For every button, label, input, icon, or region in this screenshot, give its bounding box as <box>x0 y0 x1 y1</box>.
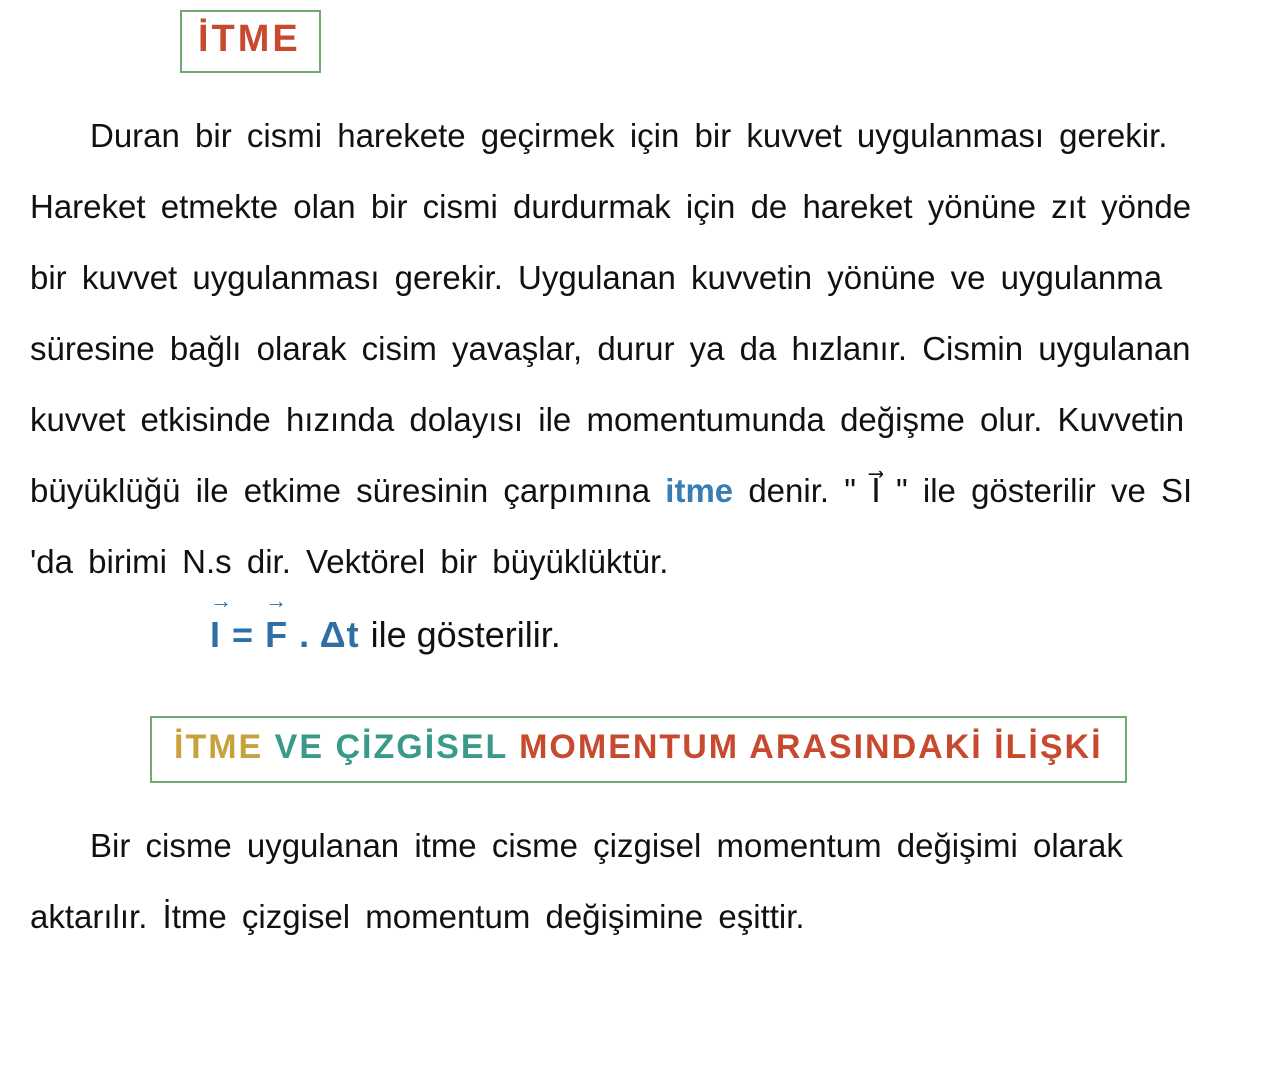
subtitle-word-1: VE <box>275 728 336 766</box>
page: İTME Duran bir cismi harekete geçirmek i… <box>0 0 1271 1080</box>
paragraph-1: Duran bir cismi harekete geçirmek için b… <box>30 101 1241 598</box>
paragraph-2: Bir cisme uygulanan itme cisme çizgisel … <box>30 811 1241 953</box>
subtitle-word-2: ÇİZGİSEL <box>335 728 507 766</box>
formula-lhs: I <box>210 608 221 656</box>
subtitle-word-5: İLİŞKİ <box>994 728 1102 766</box>
subtitle-word-0: İTME <box>174 728 263 766</box>
paragraph-1-before: Duran bir cismi harekete geçirmek için b… <box>30 117 1191 509</box>
formula-eq: = <box>232 614 254 655</box>
formula-tail: ile gösterilir. <box>371 614 561 655</box>
keyword-itme: itme <box>665 472 733 509</box>
formula-line: I = F . Δt ile gösterilir. <box>210 608 1241 656</box>
subtitle-word-3: MOMENTUM <box>519 728 749 766</box>
formula-rhs-vec: F <box>265 608 288 656</box>
title-box: İTME <box>180 10 321 73</box>
subtitle-word-4: ARASINDAKİ <box>749 728 982 766</box>
formula-rhs-rest: . Δt <box>299 614 360 655</box>
subtitle-box: İTME VE ÇİZGİSEL MOMENTUM ARASINDAKİ İLİ… <box>150 716 1127 783</box>
